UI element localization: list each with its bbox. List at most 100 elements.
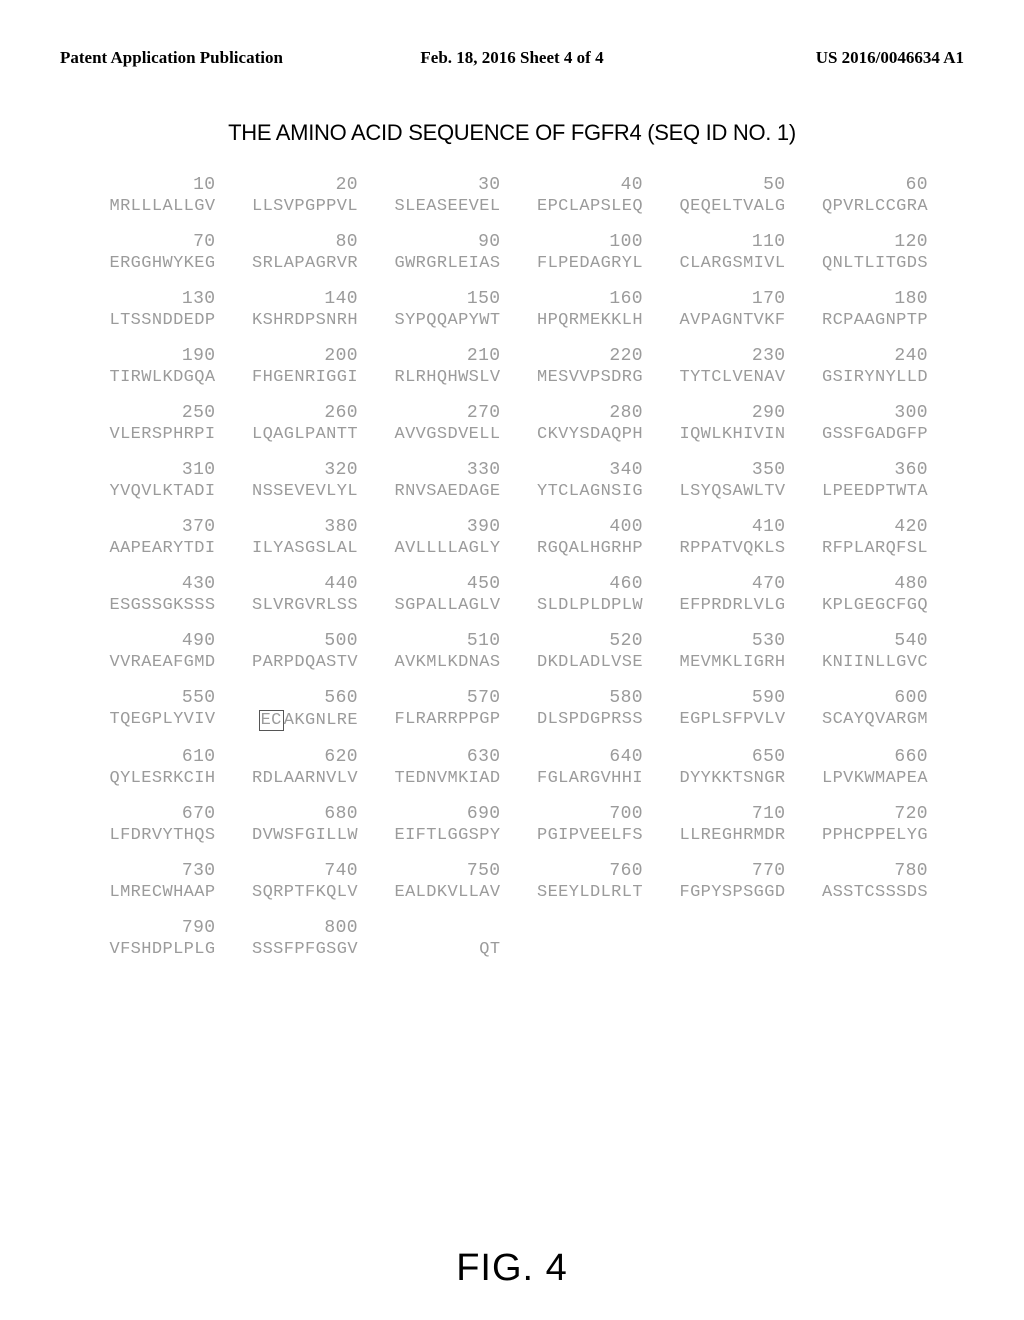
- sequence-num-cell: 720: [798, 804, 941, 824]
- sequence-num-cell: 340: [513, 460, 656, 480]
- sequence-aa-cell: AAPEARYTDI: [85, 539, 228, 558]
- sequence-aa-cell: [513, 940, 656, 959]
- sequence-block: 790800 VFSHDPLPLGSSSFPFGSGVQT: [85, 918, 940, 959]
- sequence-aa-cell: LSYQSAWLTV: [655, 482, 798, 501]
- sequence-aa-cell: RLRHQHWSLV: [370, 368, 513, 387]
- sequence-num-cell: 270: [370, 403, 513, 423]
- sequence-num-cell: 70: [85, 232, 228, 252]
- sequence-aa-cell: RCPAAGNPTP: [798, 311, 941, 330]
- sequence-aa-cell: LLSVPGPPVL: [228, 197, 371, 216]
- sequence-num-cell: [370, 918, 513, 938]
- sequence-num-cell: 490: [85, 631, 228, 651]
- sequence-aa-cell: KSHRDPSNRH: [228, 311, 371, 330]
- sequence-aa-cell: LMRECWHAAP: [85, 883, 228, 902]
- sequence-num-cell: 110: [655, 232, 798, 252]
- sequence-block: 370380390400410420AAPEARYTDIILYASGSLALAV…: [85, 517, 940, 558]
- sequence-aa-row: ESGSSGKSSSSLVRGVRLSSSGPALLAGLVSLDLPLDPLW…: [85, 596, 940, 615]
- sequence-num-cell: 710: [655, 804, 798, 824]
- sequence-aa-cell: SLVRGVRLSS: [228, 596, 371, 615]
- sequence-num-cell: 200: [228, 346, 371, 366]
- sequence-num-cell: [798, 918, 941, 938]
- figure-label: FIG. 4: [0, 1247, 1024, 1290]
- sequence-aa-cell: ESGSSGKSSS: [85, 596, 228, 615]
- sequence-num-row: 130140150160170180: [85, 289, 940, 309]
- sequence-num-cell: 690: [370, 804, 513, 824]
- sequence-aa-cell: ASSTCSSSDS: [798, 883, 941, 902]
- sequence-num-row: 610620630640650660: [85, 747, 940, 767]
- sequence-num-row: 190200210220230240: [85, 346, 940, 366]
- sequence-aa-cell: AVVGSDVELL: [370, 425, 513, 444]
- sequence-aa-cell: TYTCLVENAV: [655, 368, 798, 387]
- sequence-num-cell: 360: [798, 460, 941, 480]
- sequence-aa-cell: GSSFGADGFP: [798, 425, 941, 444]
- sequence-aa-cell: VFSHDPLPLG: [85, 940, 228, 959]
- sequence-num-cell: 580: [513, 688, 656, 708]
- sequence-block: 550560570580590600TQEGPLYVIVECAKGNLREFLR…: [85, 688, 940, 731]
- sequence-num-cell: 80: [228, 232, 371, 252]
- sequence-num-cell: 290: [655, 403, 798, 423]
- sequence-num-cell: 520: [513, 631, 656, 651]
- sequence-aa-row: AAPEARYTDIILYASGSLALAVLLLLAGLYRGQALHGRHP…: [85, 539, 940, 558]
- sequence-aa-cell: CKVYSDAQPH: [513, 425, 656, 444]
- sequence-num-cell: [655, 918, 798, 938]
- sequence-block: 250260270280290300 VLERSPHRPILQAGLPANTTAV…: [85, 403, 940, 444]
- sequence-aa-cell: GSIRYNYLLD: [798, 368, 941, 387]
- sequence-num-cell: 630: [370, 747, 513, 767]
- sequence-num-cell: 300: [798, 403, 941, 423]
- sequence-num-cell: 410: [655, 517, 798, 537]
- sequence-num-cell: 750: [370, 861, 513, 881]
- sequence-aa-cell: DVWSFGILLW: [228, 826, 371, 845]
- sequence-num-row: 550560570580590600: [85, 688, 940, 708]
- sequence-block: 102030405060MRLLLALLGVLLSVPGPPVLSLEASEEV…: [85, 175, 940, 216]
- header-right: US 2016/0046634 A1: [816, 48, 964, 68]
- sequence-num-cell: 570: [370, 688, 513, 708]
- sequence-aa-row: VLERSPHRPILQAGLPANTTAVVGSDVELLCKVYSDAQPH…: [85, 425, 940, 444]
- header-center: Feb. 18, 2016 Sheet 4 of 4: [420, 48, 603, 68]
- sequence-aa-row: TIRWLKDGQAFHGENRIGGIRLRHQHWSLVMESVVPSDRG…: [85, 368, 940, 387]
- sequence-num-row: 490500510520530540: [85, 631, 940, 651]
- sequence-aa-cell: ERGGHWYKEG: [85, 254, 228, 273]
- sequence-aa-cell: EALDKVLLAV: [370, 883, 513, 902]
- sequence-table: 102030405060MRLLLALLGVLLSVPGPPVLSLEASEEV…: [85, 175, 940, 975]
- sequence-num-cell: 640: [513, 747, 656, 767]
- sequence-aa-cell: LFDRVYTHQS: [85, 826, 228, 845]
- sequence-aa-cell: EFPRDRLVLG: [655, 596, 798, 615]
- sequence-aa-cell: MRLLLALLGV: [85, 197, 228, 216]
- sequence-aa-cell: FLRARRPPGP: [370, 710, 513, 731]
- sequence-num-cell: 30: [370, 175, 513, 195]
- sequence-aa-cell: EIFTLGGSPY: [370, 826, 513, 845]
- sequence-aa-cell: RFPLARQFSL: [798, 539, 941, 558]
- sequence-num-cell: 220: [513, 346, 656, 366]
- sequence-aa-cell: VLERSPHRPI: [85, 425, 228, 444]
- sequence-num-cell: 510: [370, 631, 513, 651]
- sequence-aa-cell: SQRPTFKQLV: [228, 883, 371, 902]
- header-left: Patent Application Publication: [60, 48, 283, 68]
- sequence-aa-cell: LTSSNDDEDP: [85, 311, 228, 330]
- sequence-num-cell: 650: [655, 747, 798, 767]
- sequence-num-cell: 790: [85, 918, 228, 938]
- sequence-aa-cell: SGPALLAGLV: [370, 596, 513, 615]
- sequence-aa-row: TQEGPLYVIVECAKGNLREFLRARRPPGPDLSPDGPRSSE…: [85, 710, 940, 731]
- sequence-aa-cell: AVLLLLAGLY: [370, 539, 513, 558]
- sequence-aa-cell: EGPLSFPVLV: [655, 710, 798, 731]
- sequence-num-cell: 150: [370, 289, 513, 309]
- sequence-num-cell: 230: [655, 346, 798, 366]
- sequence-num-cell: 60: [798, 175, 941, 195]
- sequence-num-cell: 800: [228, 918, 371, 938]
- sequence-aa-cell: PPHCPPELYG: [798, 826, 941, 845]
- sequence-num-cell: 680: [228, 804, 371, 824]
- sequence-aa-cell: TEDNVMKIAD: [370, 769, 513, 788]
- sequence-aa-cell: PGIPVEELFS: [513, 826, 656, 845]
- sequence-num-row: 790800: [85, 918, 940, 938]
- sequence-block: 708090100110120ERGGHWYKEGSRLAPAGRVRGWRGR…: [85, 232, 940, 273]
- sequence-num-cell: 500: [228, 631, 371, 651]
- sequence-aa-row: VFSHDPLPLGSSSFPFGSGVQT: [85, 940, 940, 959]
- sequence-aa-cell: [798, 940, 941, 959]
- sequence-aa-cell: FLPEDAGRYL: [513, 254, 656, 273]
- sequence-num-cell: 350: [655, 460, 798, 480]
- sequence-num-row: 250260270280290300: [85, 403, 940, 423]
- sequence-num-cell: 550: [85, 688, 228, 708]
- sequence-aa-cell: ILYASGSLAL: [228, 539, 371, 558]
- sequence-num-cell: 780: [798, 861, 941, 881]
- sequence-aa-cell: GWRGRLEIAS: [370, 254, 513, 273]
